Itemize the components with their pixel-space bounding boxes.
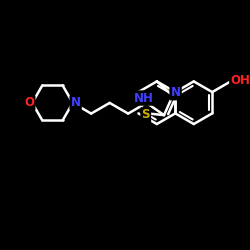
Text: NH: NH (134, 92, 154, 104)
Text: O: O (24, 96, 34, 110)
Text: N: N (170, 86, 180, 99)
Text: OH: OH (230, 74, 250, 87)
Text: N: N (71, 96, 81, 110)
Text: S: S (142, 108, 150, 121)
